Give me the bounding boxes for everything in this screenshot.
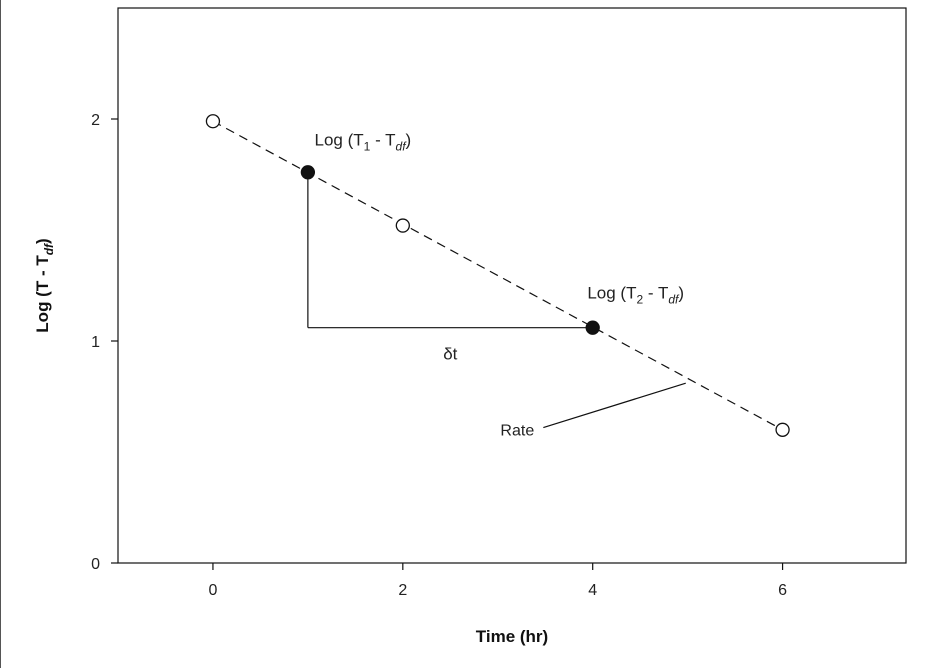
plot-frame [117, 7, 907, 564]
x-tick-label: 6 [778, 582, 787, 599]
filled-data-point [585, 320, 600, 335]
point1-label-post: ) [406, 130, 412, 149]
y-axis-title-sub: df [42, 243, 56, 255]
delta-t-label: δt [443, 345, 457, 364]
x-tick-label: 2 [398, 582, 407, 599]
y-tick-label: 2 [91, 112, 100, 129]
point1-label-mid: - T [370, 130, 395, 149]
data-points [205, 114, 790, 437]
point1-label-sub1: 1 [364, 139, 371, 153]
rate-pointer-line [543, 382, 686, 429]
point1-label: Log (T1 - Tdf) [315, 130, 412, 153]
open-data-point [395, 218, 410, 233]
x-axis-ticks: 0 2 4 6 [208, 563, 787, 599]
y-axis-ticks: 0 1 2 [91, 112, 118, 573]
point2-label-sub1: 2 [636, 293, 643, 307]
x-axis-title: Time (hr) [476, 627, 548, 646]
open-data-point [205, 114, 221, 129]
point2-label-pre: Log (T [587, 284, 636, 303]
fit-line [212, 120, 783, 431]
point2-label-mid: - T [643, 284, 668, 303]
delta-triangle [307, 172, 593, 329]
point1-label-sub2: df [396, 139, 408, 153]
point2-label-sub2: df [668, 293, 680, 307]
x-tick-label: 4 [588, 582, 597, 599]
filled-data-point [300, 165, 316, 180]
rate-label: Rate [500, 423, 534, 440]
open-data-point [775, 422, 790, 437]
y-axis-title-main: Log (T - T [33, 255, 52, 333]
point2-label: Log (T2 - Tdf) [587, 284, 684, 307]
y-axis-title: Log (T - Tdf) [33, 238, 56, 332]
x-tick-label: 0 [208, 582, 217, 599]
point2-label-post: ) [678, 284, 684, 303]
y-tick-label: 0 [91, 556, 100, 573]
y-tick-label: 1 [91, 334, 100, 351]
point1-label-pre: Log (T [315, 130, 364, 149]
y-axis-title-close: ) [33, 238, 52, 244]
